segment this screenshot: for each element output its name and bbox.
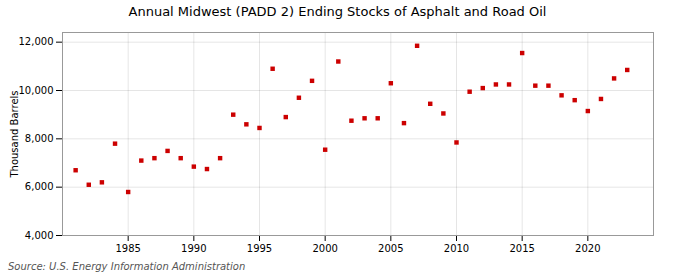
svg-text:Thousand Barrels: Thousand Barrels [9, 90, 20, 178]
html-text:Source: U.S. Energy Informatio: Source: U.S. Energy Information Administ… [8, 261, 246, 272]
svg-text:6,000: 6,000 [25, 181, 54, 192]
svg-text:2015: 2015 [509, 243, 534, 254]
svg-text:1995: 1995 [247, 243, 272, 254]
svg-text:1990: 1990 [181, 243, 206, 254]
svg-text:2000: 2000 [312, 243, 337, 254]
svg-text:2020: 2020 [575, 243, 600, 254]
svg-text:8,000: 8,000 [25, 133, 54, 144]
svg-text:2005: 2005 [378, 243, 403, 254]
svg-text:1985: 1985 [115, 243, 140, 254]
svg-text:10,000: 10,000 [19, 85, 54, 96]
html-text:Annual Midwest (PADD 2) Ending: Annual Midwest (PADD 2) Ending Stocks of… [128, 4, 547, 19]
svg-text:2010: 2010 [444, 243, 469, 254]
svg-text:12,000: 12,000 [19, 36, 54, 47]
svg-text:4,000: 4,000 [25, 230, 54, 241]
